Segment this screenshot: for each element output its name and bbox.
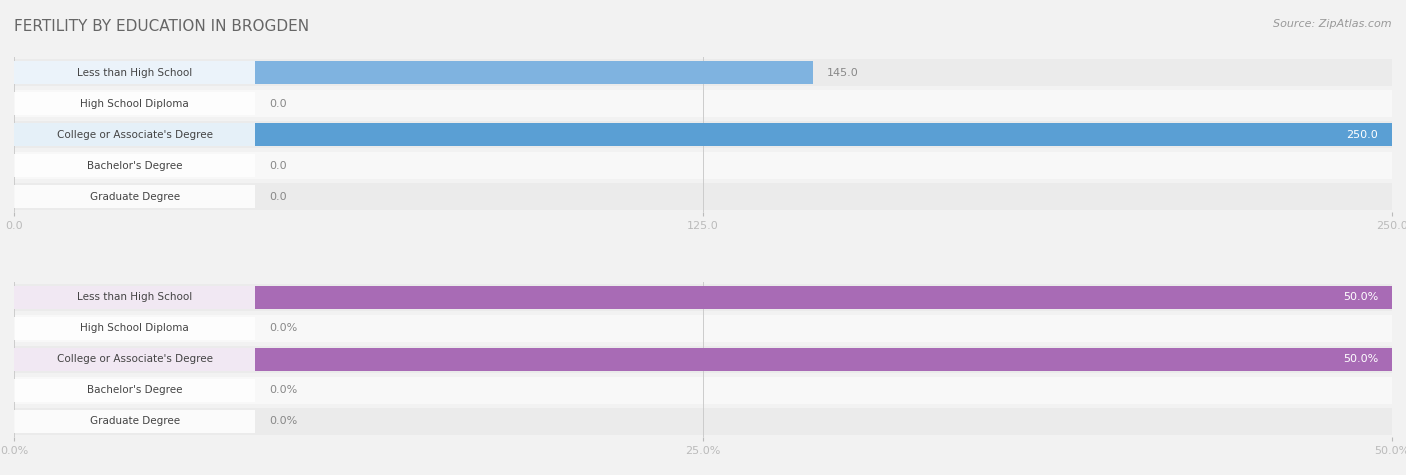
Bar [14, 154, 256, 177]
Bar [14, 122, 1392, 148]
Text: 250.0: 250.0 [1347, 130, 1378, 140]
Bar [14, 346, 1392, 372]
Bar [14, 286, 256, 309]
Text: High School Diploma: High School Diploma [80, 98, 188, 108]
Bar [14, 185, 256, 208]
Bar [14, 377, 1392, 404]
Text: Graduate Degree: Graduate Degree [90, 191, 180, 201]
Bar [14, 380, 256, 402]
Text: Less than High School: Less than High School [77, 67, 193, 77]
Text: Less than High School: Less than High School [77, 293, 193, 303]
Text: 0.0%: 0.0% [269, 386, 297, 396]
Text: College or Associate's Degree: College or Associate's Degree [56, 130, 212, 140]
Bar [14, 183, 1392, 210]
Bar [14, 124, 256, 146]
Bar [14, 348, 256, 371]
Bar [14, 152, 1392, 179]
Text: 0.0: 0.0 [269, 161, 287, 171]
Text: FERTILITY BY EDUCATION IN BROGDEN: FERTILITY BY EDUCATION IN BROGDEN [14, 19, 309, 34]
Bar [14, 408, 1392, 435]
Bar [14, 124, 1392, 146]
Bar [14, 59, 1392, 86]
Text: 145.0: 145.0 [827, 67, 859, 77]
Bar [14, 61, 813, 84]
Text: Source: ZipAtlas.com: Source: ZipAtlas.com [1274, 19, 1392, 29]
Text: 0.0%: 0.0% [269, 417, 297, 427]
Text: 0.0: 0.0 [269, 191, 287, 201]
Bar [14, 315, 1392, 342]
Text: 50.0%: 50.0% [1343, 293, 1378, 303]
Bar [14, 410, 256, 433]
Text: Bachelor's Degree: Bachelor's Degree [87, 386, 183, 396]
Text: Bachelor's Degree: Bachelor's Degree [87, 161, 183, 171]
Bar [14, 284, 1392, 311]
Bar [14, 286, 1392, 309]
Text: High School Diploma: High School Diploma [80, 323, 188, 333]
Text: 50.0%: 50.0% [1343, 354, 1378, 364]
Text: Graduate Degree: Graduate Degree [90, 417, 180, 427]
Bar [14, 348, 1392, 371]
Text: 0.0: 0.0 [269, 98, 287, 108]
Bar [14, 92, 256, 114]
Text: 0.0%: 0.0% [269, 323, 297, 333]
Text: College or Associate's Degree: College or Associate's Degree [56, 354, 212, 364]
Bar [14, 90, 1392, 117]
Bar [14, 317, 256, 340]
Bar [14, 61, 256, 84]
